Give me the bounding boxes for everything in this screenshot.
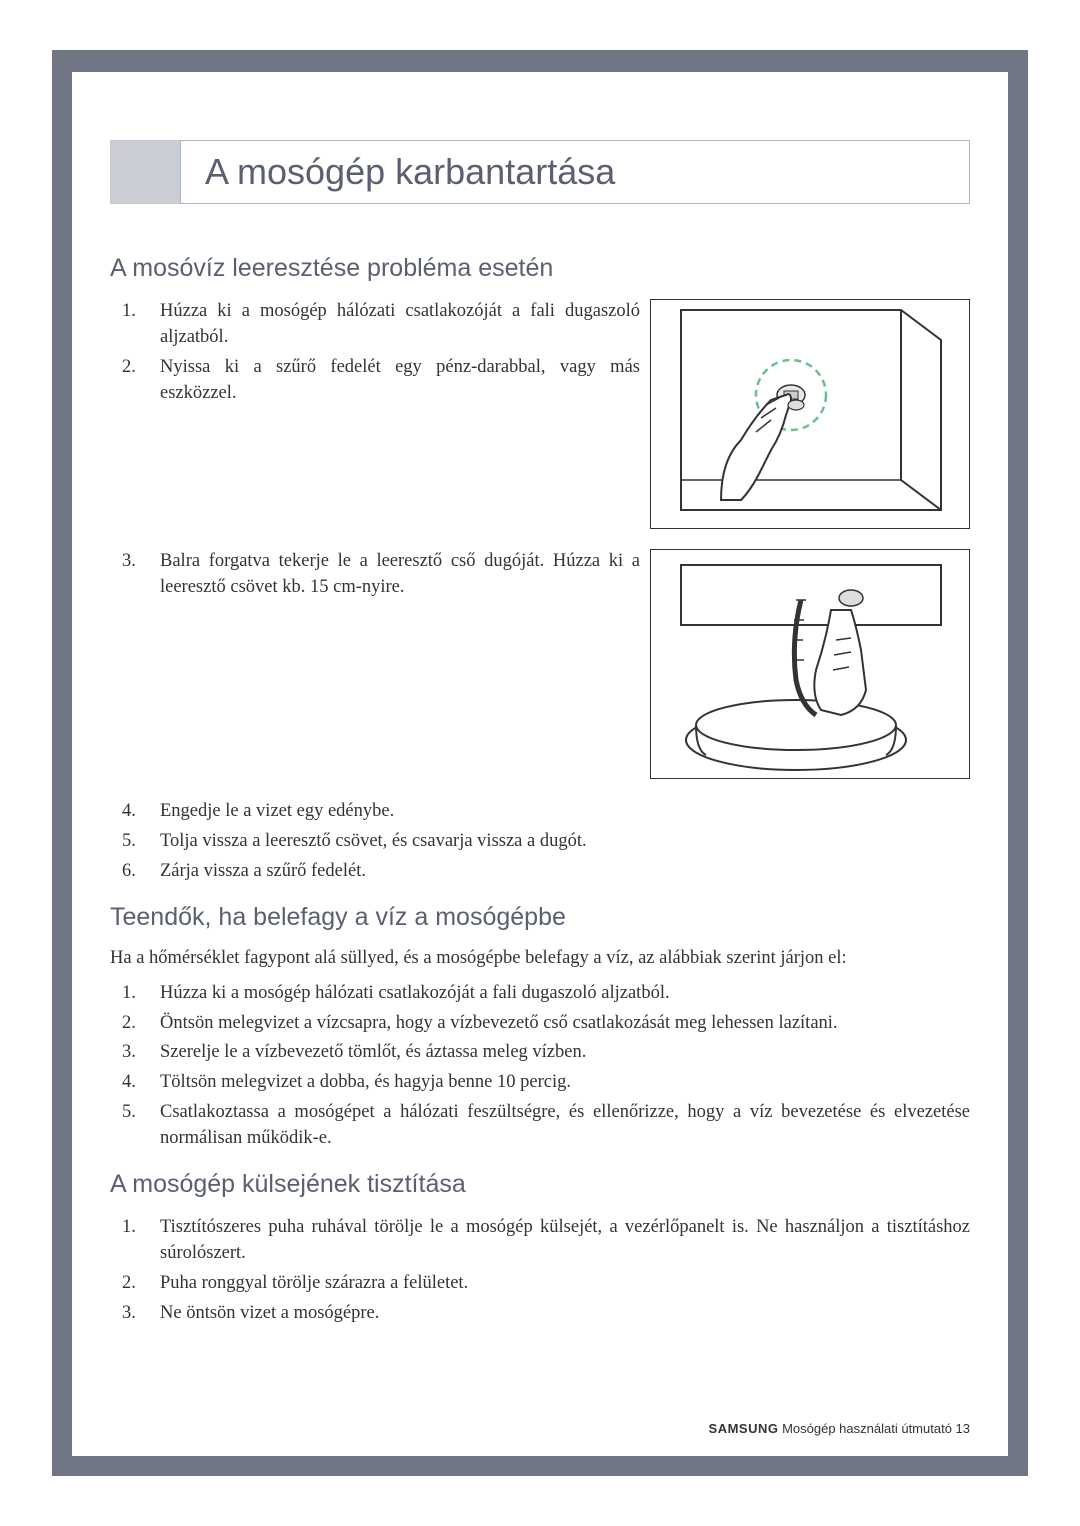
section3-step3: Ne öntsön vizet a mosógépre. <box>160 1301 970 1327</box>
title-block: A mosógép karbantartása <box>110 140 970 204</box>
section1-step6: Zárja vissza a szűrő fedelét. <box>160 859 970 885</box>
section2-steps: Húzza ki a mosógép hálózati csatlakozójá… <box>110 981 970 1152</box>
section3-heading: A mosógép külsejének tisztítása <box>110 1170 970 1199</box>
section2-step3: Szerelje le a vízbevezető tömlőt, és ázt… <box>160 1040 970 1066</box>
section1-step3: Balra forgatva tekerje le a leeresztő cs… <box>160 549 640 601</box>
section2-step5: Csatlakoztassa a mosógépet a hálózati fe… <box>160 1100 970 1152</box>
section1-steps-3: Balra forgatva tekerje le a leeresztő cs… <box>110 549 640 601</box>
section1-row2: Balra forgatva tekerje le a leeresztő cs… <box>110 549 970 779</box>
section1-step5: Tolja vissza a leeresztő csövet, és csav… <box>160 829 970 855</box>
section1-step1: Húzza ki a mosógép hálózati csatlakozójá… <box>160 299 640 351</box>
section2-step4: Töltsön melegvizet a dobba, és hagyja be… <box>160 1070 970 1096</box>
illustration-drain-hose <box>650 549 970 779</box>
page-content: A mosógép karbantartása A mosóvíz leeres… <box>110 90 970 1436</box>
section1-row1-text: Húzza ki a mosógép hálózati csatlakozójá… <box>110 299 650 529</box>
title-sidebar-accent <box>110 140 180 204</box>
section1-row1: Húzza ki a mosógép hálózati csatlakozójá… <box>110 299 970 529</box>
section3-step2: Puha ronggyal törölje szárazra a felület… <box>160 1271 970 1297</box>
section2-intro: Ha a hőmérséklet fagypont alá süllyed, é… <box>110 948 970 969</box>
section1-row2-text: Balra forgatva tekerje le a leeresztő cs… <box>110 549 650 779</box>
section1-step4: Engedje le a vizet egy edénybe. <box>160 799 970 825</box>
illustration-filter-cover <box>650 299 970 529</box>
section2-step2: Öntsön melegvizet a vízcsapra, hogy a ví… <box>160 1011 970 1037</box>
section1-steps-4-6: Engedje le a vizet egy edénybe. Tolja vi… <box>110 799 970 885</box>
section3-steps: Tisztítószeres puha ruhával törölje le a… <box>110 1215 970 1327</box>
footer-brand: SAMSUNG <box>709 1421 779 1436</box>
section3-step1: Tisztítószeres puha ruhával törölje le a… <box>160 1215 970 1267</box>
page-title: A mosógép karbantartása <box>180 140 970 204</box>
page-footer: SAMSUNG Mosógép használati útmutató 13 <box>709 1421 970 1436</box>
footer-text: Mosógép használati útmutató 13 <box>778 1421 970 1436</box>
section1-heading: A mosóvíz leeresztése probléma esetén <box>110 254 970 283</box>
section1-steps-1-2: Húzza ki a mosógép hálózati csatlakozójá… <box>110 299 640 407</box>
section2-step1: Húzza ki a mosógép hálózati csatlakozójá… <box>160 981 970 1007</box>
section1-step2: Nyissa ki a szűrő fedelét egy pénz-darab… <box>160 355 640 407</box>
section2-heading: Teendők, ha belefagy a víz a mosógépbe <box>110 903 970 932</box>
